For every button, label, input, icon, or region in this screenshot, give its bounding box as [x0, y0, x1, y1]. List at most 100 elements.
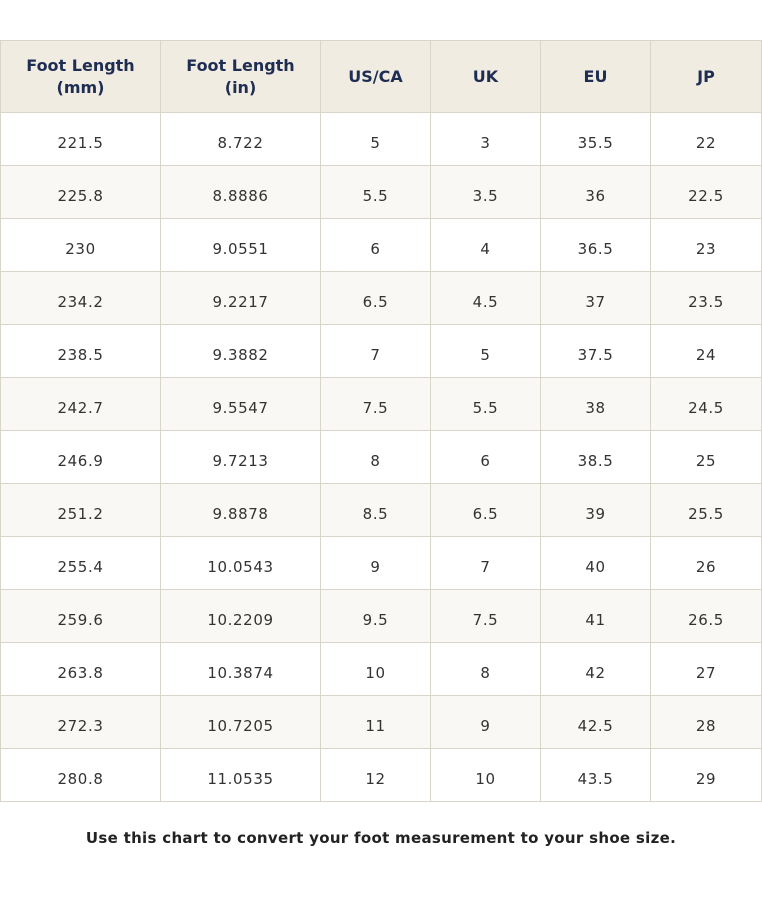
column-header: US/CA [320, 40, 431, 113]
table-cell: 6 [320, 218, 431, 272]
table-cell: 9.5 [320, 589, 431, 643]
table-cell: 11 [320, 695, 431, 749]
table-cell: 12 [320, 748, 431, 802]
table-cell: 37.5 [540, 324, 651, 378]
size-table: Foot Length (mm) Foot Length (in) US/CA UK E… [0, 40, 762, 802]
table-cell: 22.5 [650, 165, 762, 219]
table-cell: 27 [650, 642, 762, 696]
table-cell: 7 [430, 536, 541, 590]
table-cell: 28 [650, 695, 762, 749]
table-cell: 35.5 [540, 112, 651, 166]
table-cell: 40 [540, 536, 651, 590]
table-cell: 11.0535 [160, 748, 321, 802]
table-cell: 259.6 [0, 589, 161, 643]
table-cell: 43.5 [540, 748, 651, 802]
table-row: 251.2 9.8878 8.5 6.5 39 25.5 [0, 483, 762, 537]
table-row: 238.5 9.3882 7 5 37.5 24 [0, 324, 762, 378]
table-cell: 8 [430, 642, 541, 696]
table-cell: 6.5 [320, 271, 431, 325]
table-cell: 8.722 [160, 112, 321, 166]
table-cell: 9.3882 [160, 324, 321, 378]
table-cell: 10.7205 [160, 695, 321, 749]
table-cell: 9 [430, 695, 541, 749]
table-cell: 5 [320, 112, 431, 166]
column-header: Foot Length (mm) [0, 40, 161, 113]
table-cell: 5.5 [320, 165, 431, 219]
table-cell: 10.2209 [160, 589, 321, 643]
table-cell: 23.5 [650, 271, 762, 325]
table-cell: 10 [320, 642, 431, 696]
table-cell: 10.3874 [160, 642, 321, 696]
table-cell: 242.7 [0, 377, 161, 431]
table-row: 221.5 8.722 5 3 35.5 22 [0, 112, 762, 166]
table-cell: 8.8886 [160, 165, 321, 219]
column-header: JP [650, 40, 762, 113]
table-cell: 255.4 [0, 536, 161, 590]
table-cell: 22 [650, 112, 762, 166]
table-cell: 23 [650, 218, 762, 272]
table-row: 225.8 8.8886 5.5 3.5 36 22.5 [0, 165, 762, 219]
column-header: EU [540, 40, 651, 113]
table-cell: 42.5 [540, 695, 651, 749]
table-cell: 4 [430, 218, 541, 272]
table-cell: 7 [320, 324, 431, 378]
table-cell: 29 [650, 748, 762, 802]
table-cell: 5.5 [430, 377, 541, 431]
table-cell: 10 [430, 748, 541, 802]
table-cell: 272.3 [0, 695, 161, 749]
table-row: 255.4 10.0543 9 7 40 26 [0, 536, 762, 590]
table-cell: 225.8 [0, 165, 161, 219]
table-cell: 221.5 [0, 112, 161, 166]
column-header: UK [430, 40, 541, 113]
table-row: 263.8 10.3874 10 8 42 27 [0, 642, 762, 696]
table-row: 259.6 10.2209 9.5 7.5 41 26.5 [0, 589, 762, 643]
table-cell: 38.5 [540, 430, 651, 484]
table-cell: 251.2 [0, 483, 161, 537]
table-cell: 36.5 [540, 218, 651, 272]
caption: Use this chart to convert your foot meas… [85, 829, 677, 847]
table-cell: 280.8 [0, 748, 161, 802]
table-cell: 24.5 [650, 377, 762, 431]
table-cell: 42 [540, 642, 651, 696]
table-row: 234.2 9.2217 6.5 4.5 37 23.5 [0, 271, 762, 325]
table-cell: 263.8 [0, 642, 161, 696]
table-cell: 26 [650, 536, 762, 590]
table-cell: 3 [430, 112, 541, 166]
table-cell: 10.0543 [160, 536, 321, 590]
table-cell: 6 [430, 430, 541, 484]
table-row: 280.8 11.0535 12 10 43.5 29 [0, 748, 762, 802]
table-cell: 9.7213 [160, 430, 321, 484]
table-row: 230 9.0551 6 4 36.5 23 [0, 218, 762, 272]
table-cell: 4.5 [430, 271, 541, 325]
table-row: 246.9 9.7213 8 6 38.5 25 [0, 430, 762, 484]
table-cell: 41 [540, 589, 651, 643]
column-header: Foot Length (in) [160, 40, 321, 113]
table-cell: 25.5 [650, 483, 762, 537]
table-cell: 3.5 [430, 165, 541, 219]
table-row: 242.7 9.5547 7.5 5.5 38 24.5 [0, 377, 762, 431]
table-cell: 9.8878 [160, 483, 321, 537]
table-row: 272.3 10.7205 11 9 42.5 28 [0, 695, 762, 749]
table-cell: 8.5 [320, 483, 431, 537]
table-cell: 9.5547 [160, 377, 321, 431]
table-cell: 7.5 [320, 377, 431, 431]
table-cell: 36 [540, 165, 651, 219]
table-cell: 6.5 [430, 483, 541, 537]
table-header: Foot Length (mm) Foot Length (in) US/CA UK E… [0, 40, 762, 113]
table-cell: 9 [320, 536, 431, 590]
table-cell: 24 [650, 324, 762, 378]
table-cell: 238.5 [0, 324, 161, 378]
table-cell: 25 [650, 430, 762, 484]
table-cell: 230 [0, 218, 161, 272]
table-cell: 8 [320, 430, 431, 484]
table-cell: 37 [540, 271, 651, 325]
table-cell: 9.2217 [160, 271, 321, 325]
table-body: 221.5 8.722 5 3 35.5 22 225.8 8.8886 5.5 3.5 36 22.… [0, 112, 762, 802]
table-cell: 26.5 [650, 589, 762, 643]
header-row: Foot Length (mm) Foot Length (in) US/CA UK E… [0, 40, 762, 113]
table-cell: 39 [540, 483, 651, 537]
table-cell: 234.2 [0, 271, 161, 325]
table-cell: 38 [540, 377, 651, 431]
table-cell: 7.5 [430, 589, 541, 643]
